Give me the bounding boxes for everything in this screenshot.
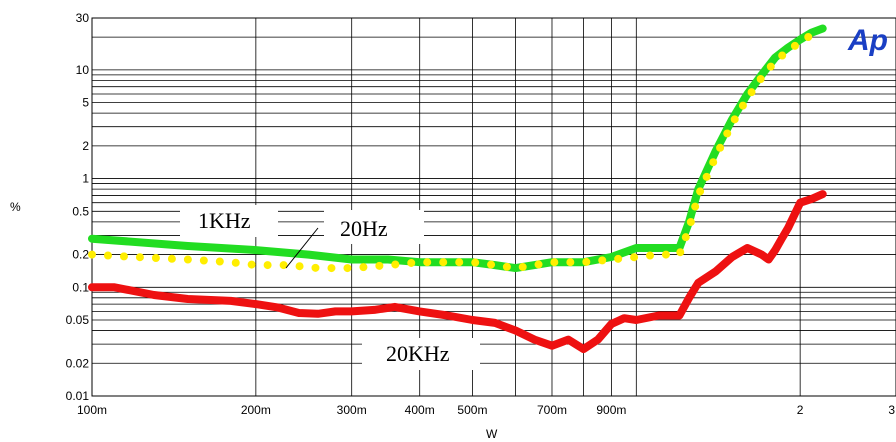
x-tick-label: 700m [537,403,567,417]
y-tick-label: 30 [76,11,90,25]
x-axis-label: W [486,427,498,441]
x-tick-label: 200m [241,403,271,417]
y-tick-label: 0.2 [72,248,89,262]
y-tick-label: 0.1 [72,280,89,294]
y-axis-label: % [10,200,21,214]
x-tick-label: 3 [888,403,895,417]
annotation-20khz-label: 20KHz [386,341,450,366]
x-tick-label: 500m [457,403,487,417]
y-tick-label: 0.05 [66,313,90,327]
annotation-1khz-box [180,205,278,237]
annotation-20hz-pointer [285,227,319,269]
y-tick-labels: 30 10 5 2 1 0.5 0.2 0.1 0.05 0.02 0.01 [66,11,90,403]
y-tick-label: 5 [82,96,89,110]
annotation-1khz-label: 1KHz [198,208,251,233]
series-lines [88,24,827,354]
series-1khz [88,24,827,273]
annotation-20hz: 20Hz [324,210,424,244]
plot-frame [91,17,896,397]
y-tick-label: 10 [76,63,90,77]
annotation-20khz: 20KHz [362,338,480,370]
y-tick-label: 0.02 [66,356,90,370]
x-tick-label: 300m [337,403,367,417]
series-20khz [88,190,827,354]
x-tick-label: 2 [797,403,804,417]
y-tick-label: 2 [82,139,89,153]
ap-logo: Ap [847,24,888,57]
grid-lines [91,17,896,397]
y-tick-label: 0.5 [72,204,89,218]
series-20hz [88,26,827,273]
y-tick-label: 0.01 [66,389,90,403]
x-tick-label: 100m [77,403,107,417]
annotation-20hz-label: 20Hz [340,216,388,241]
annotation-20hz-box [324,210,424,244]
annotation-20khz-box [362,338,480,370]
x-tick-label: 400m [405,403,435,417]
x-tick-label: 900m [596,403,626,417]
annotation-1khz: 1KHz [180,205,278,237]
y-tick-label: 1 [82,172,89,186]
x-tick-labels: 100m 200m 300m 400m 500m 700m 900m 2 3 [77,403,895,417]
